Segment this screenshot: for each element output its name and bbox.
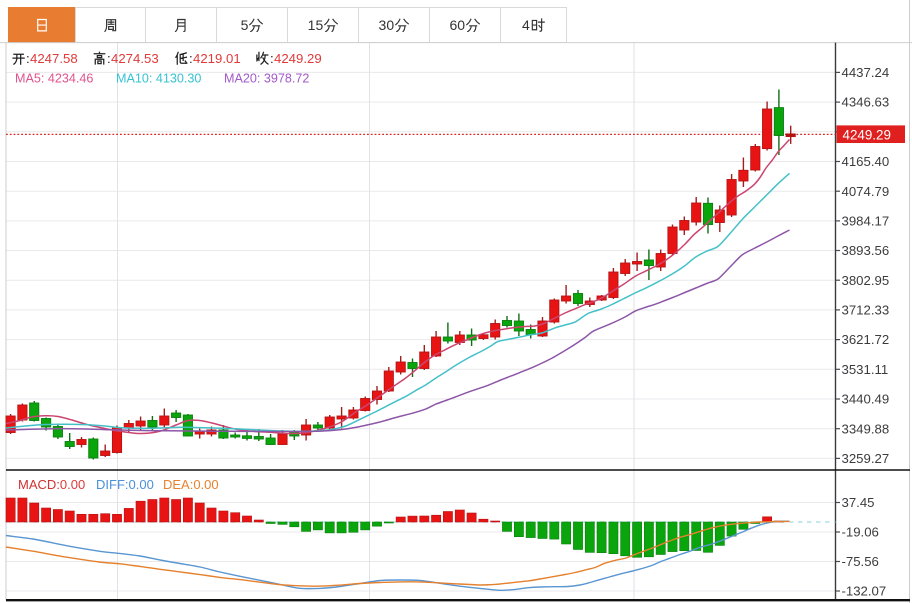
svg-text:-75.56: -75.56	[842, 554, 879, 569]
svg-text:3440.49: 3440.49	[842, 392, 890, 407]
svg-text:4074.79: 4074.79	[842, 184, 890, 199]
svg-text:MACD:0.00: MACD:0.00	[18, 477, 85, 492]
svg-text:DEA:0.00: DEA:0.00	[163, 477, 219, 492]
svg-text:MA20: 3978.72: MA20: 3978.72	[224, 72, 309, 86]
svg-text:4249.29: 4249.29	[843, 127, 891, 142]
svg-text::: :	[26, 51, 30, 66]
svg-text:3621.72: 3621.72	[842, 332, 890, 347]
svg-text:4274.53: 4274.53	[111, 51, 159, 66]
svg-text:37.45: 37.45	[842, 495, 875, 510]
svg-text:MA5: 4234.46: MA5: 4234.46	[15, 72, 93, 86]
svg-text:4247.58: 4247.58	[30, 51, 78, 66]
svg-text:3712.33: 3712.33	[842, 303, 890, 318]
svg-text:3259.27: 3259.27	[842, 451, 890, 466]
svg-text:3531.11: 3531.11	[842, 362, 889, 377]
svg-text:MA10: 4130.30: MA10: 4130.30	[116, 72, 201, 86]
svg-text:4219.01: 4219.01	[193, 51, 241, 66]
svg-text:-132.07: -132.07	[842, 584, 887, 599]
svg-text:3893.56: 3893.56	[842, 243, 890, 258]
svg-text:4165.40: 4165.40	[842, 154, 890, 169]
svg-text::: :	[107, 51, 111, 66]
svg-text:-19.06: -19.06	[842, 525, 879, 540]
svg-text::: :	[189, 51, 193, 66]
svg-text:3802.95: 3802.95	[842, 273, 890, 288]
svg-text:4437.24: 4437.24	[842, 65, 890, 80]
svg-text:3349.88: 3349.88	[842, 421, 890, 436]
svg-text:4249.29: 4249.29	[274, 51, 322, 66]
svg-text:3984.17: 3984.17	[842, 214, 890, 229]
svg-text::: :	[270, 51, 274, 66]
svg-text:4346.63: 4346.63	[842, 95, 890, 110]
svg-text:DIFF:0.00: DIFF:0.00	[96, 477, 154, 492]
